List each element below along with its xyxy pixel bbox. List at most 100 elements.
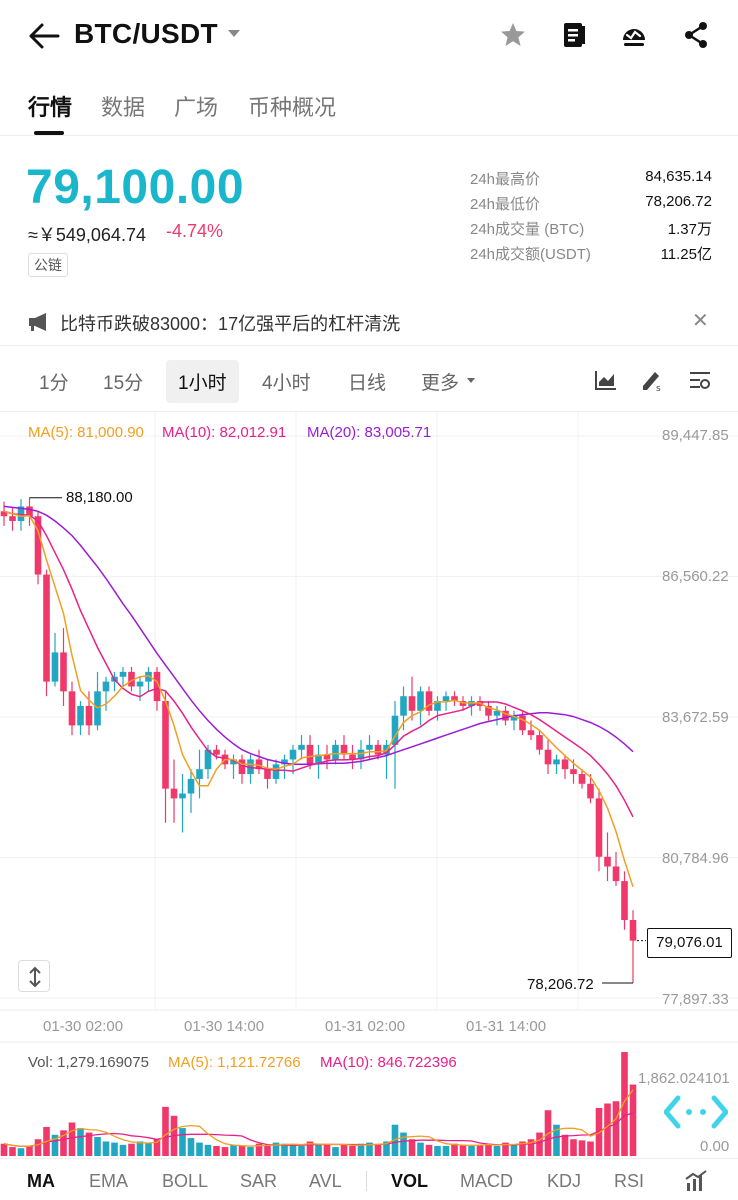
candle-body <box>612 866 620 882</box>
indicator-vol[interactable]: VOL <box>391 1171 429 1191</box>
page-tabs: 行情 数据 广场 币种概况 <box>0 80 738 136</box>
volume-bar <box>162 1106 169 1156</box>
volume-ma10-legend: MA(10): 846.722396 <box>320 1054 457 1071</box>
tab-market[interactable]: 行情 <box>28 95 73 120</box>
volume-bar <box>332 1147 339 1156</box>
stat-row: 24h最高价 84,635.14 <box>470 168 712 193</box>
stat-row: 24h成交量 (BTC) 1.37万 <box>470 218 712 243</box>
volume-bar <box>366 1142 373 1156</box>
insight-chart-icon[interactable] <box>620 20 648 50</box>
trading-pair-title[interactable]: BTC/USDT <box>74 18 218 49</box>
loading-arrows-icon[interactable] <box>664 1094 728 1130</box>
volume-bar <box>340 1144 348 1156</box>
candle-body <box>187 778 195 794</box>
more-caret-icon[interactable] <box>467 378 475 383</box>
price-annotations <box>29 497 646 984</box>
indicator-macd[interactable]: MACD <box>460 1171 513 1191</box>
candle-body <box>85 705 93 726</box>
candle-body <box>502 710 509 721</box>
drawing-tool-icon[interactable]: s <box>640 368 664 392</box>
category-badge[interactable]: 公链 <box>28 253 68 277</box>
volume-bar <box>153 1139 161 1156</box>
volume-bar <box>323 1143 331 1156</box>
expand-chart-button[interactable] <box>18 960 50 992</box>
candle-body <box>519 715 526 731</box>
volume-bars <box>0 1052 637 1156</box>
candle-body <box>9 516 16 522</box>
interval-4h[interactable]: 4小时 <box>262 373 311 394</box>
tab-square[interactable]: 广场 <box>174 95 219 120</box>
indicator-settings-icon[interactable] <box>688 368 712 392</box>
candle-body <box>604 856 611 867</box>
candle-body <box>51 652 59 682</box>
tab-coin-overview[interactable]: 币种概况 <box>248 95 337 120</box>
indicator-rsi[interactable]: RSI <box>614 1171 645 1191</box>
share-icon[interactable] <box>682 20 710 50</box>
stat-row: 24h成交额(USDT) 11.25亿 <box>470 243 712 268</box>
candles <box>0 497 637 983</box>
volume-bar <box>587 1141 594 1156</box>
candle-body <box>272 764 280 779</box>
tab-data[interactable]: 数据 <box>101 95 146 120</box>
candle-body <box>136 681 144 687</box>
candle-body <box>77 705 84 726</box>
back-arrow-icon[interactable] <box>28 22 60 50</box>
volume-bar <box>0 1143 8 1156</box>
candle-body <box>578 774 586 784</box>
indicator-kdj[interactable]: KDJ <box>547 1171 582 1191</box>
candle-body <box>621 881 628 921</box>
indicator-avl[interactable]: AVL <box>309 1171 342 1191</box>
volume-bar <box>476 1144 484 1156</box>
candle-body <box>587 783 594 799</box>
indicator-boll[interactable]: BOLL <box>162 1171 209 1191</box>
volume-bar <box>400 1132 407 1156</box>
indicator-ma[interactable]: MA <box>27 1171 55 1191</box>
candle-body <box>238 759 246 775</box>
volume-bar <box>281 1143 288 1156</box>
candle-body <box>26 506 33 517</box>
ma20-legend: MA(20): 83,005.71 <box>307 424 432 441</box>
candle-body <box>179 793 186 799</box>
volume-bar <box>315 1144 322 1156</box>
interval-1h[interactable]: 1小时 <box>166 360 239 403</box>
volume-bar <box>94 1137 101 1156</box>
notes-book-icon[interactable] <box>560 20 588 50</box>
candle-body <box>0 511 8 517</box>
candle-body <box>17 506 25 522</box>
volume-bar <box>26 1145 33 1156</box>
interval-daily[interactable]: 日线 <box>348 373 387 394</box>
candle-body <box>544 749 552 765</box>
indicator-chart-icon[interactable] <box>684 1169 708 1193</box>
pair-dropdown-caret-icon[interactable] <box>228 30 240 37</box>
cny-price: ≈￥549,064.74 <box>28 225 146 245</box>
stat-label: 24h最低价 <box>470 196 541 213</box>
close-icon[interactable]: ✕ <box>692 310 709 332</box>
indicator-ema[interactable]: EMA <box>89 1171 129 1191</box>
last-price: 79,100.00 <box>26 161 245 214</box>
candle-body <box>366 744 373 750</box>
price-axis-label: 80,784.96 <box>662 850 729 867</box>
24h-stats: 24h最高价 84,635.14 24h最低价 78,206.72 24h成交量 (… <box>470 168 712 268</box>
candle-body <box>145 671 152 682</box>
candlestick-chart[interactable] <box>0 412 738 1158</box>
interval-more[interactable]: 更多 <box>421 373 460 394</box>
candle-body <box>434 701 441 711</box>
news-notice-bar[interactable]: 比特币跌破83000：17亿强平后的杠杆清洗 ✕ <box>0 296 738 346</box>
favorite-star-icon[interactable] <box>499 20 527 50</box>
volume-bar <box>136 1141 144 1156</box>
volume-bar <box>595 1107 603 1156</box>
candle-body <box>510 715 518 721</box>
chart-type-icon[interactable] <box>594 368 618 392</box>
ma10-legend: MA(10): 82,012.91 <box>162 424 287 441</box>
volume-bar <box>119 1144 127 1156</box>
candle-body <box>315 754 322 765</box>
interval-1m[interactable]: 1分 <box>39 373 69 394</box>
interval-15m[interactable]: 15分 <box>103 373 144 394</box>
notice-text[interactable]: 比特币跌破83000：17亿强平后的杠杆清洗 <box>60 314 401 334</box>
volume-bar <box>298 1145 305 1156</box>
candle-body <box>264 769 271 779</box>
indicator-sar[interactable]: SAR <box>240 1171 278 1191</box>
candle-body <box>595 798 603 857</box>
volume-ma5-legend: MA(5): 1,121.72766 <box>168 1054 301 1071</box>
candle-body <box>553 759 560 765</box>
